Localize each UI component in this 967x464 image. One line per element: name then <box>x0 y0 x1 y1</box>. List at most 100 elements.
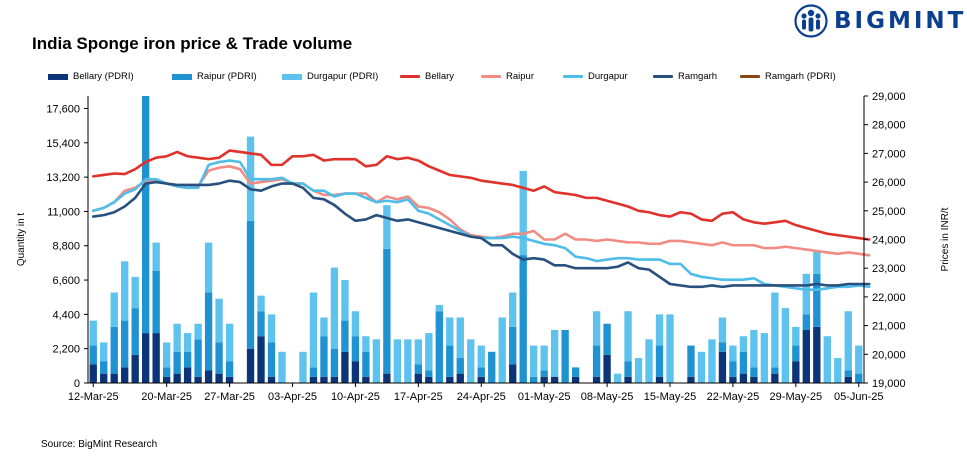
legend-swatch-bellary-pdri <box>48 73 68 80</box>
bar-raipur-pdri-7 <box>162 367 171 377</box>
bar-bellary-pdri-0 <box>89 364 97 383</box>
bar-bellary-pdri-10 <box>194 376 202 383</box>
bar-durgapur-pdri-10 <box>194 323 202 340</box>
bar-durgapur-pdri-13 <box>225 323 234 362</box>
x-tick-label: 08-May-25 <box>581 391 634 403</box>
legend-swatch-raipur-pdri <box>172 73 192 80</box>
bar-durgapur-pdri-66 <box>781 308 790 383</box>
legend-item-raipur: Raipur <box>481 71 534 82</box>
bar-durgapur-pdri-50 <box>613 373 622 383</box>
bar-raipur-pdri-37 <box>477 367 485 377</box>
bar-raipur-pdri-8 <box>173 351 181 374</box>
bar-bellary-pdri-32 <box>425 376 433 383</box>
bar-durgapur-pdri-64 <box>760 333 769 383</box>
y-right-tick-label: 25,000 <box>872 206 906 218</box>
bar-bellary-pdri-8 <box>173 373 181 383</box>
bar-bellary-pdri-16 <box>257 336 265 383</box>
y-right-tick-label: 23,000 <box>872 263 906 275</box>
legend-swatch-ramgarh-pdri <box>740 75 760 78</box>
legend-item-ramgarh-pdri: Ramgarh (PDRI) <box>740 71 836 82</box>
brand-logo: BIGMINT <box>794 4 966 38</box>
bar-raipur-pdri-43 <box>540 370 548 377</box>
legend-item-bellary-pdri: Bellary (PDRI) <box>48 71 134 82</box>
bar-raipur-pdri-60 <box>718 342 727 352</box>
bar-bellary-pdri-22 <box>320 376 328 383</box>
bar-durgapur-pdri-0 <box>89 320 97 346</box>
bar-raipur-pdri-57 <box>687 345 695 377</box>
legend-label-bellary-pdri: Bellary (PDRI) <box>73 71 134 82</box>
y-right-tick-label: 24,000 <box>872 235 906 247</box>
bar-bellary-pdri-44 <box>550 376 559 383</box>
bar-durgapur-pdri-1 <box>100 342 108 362</box>
bar-raipur-pdri-28 <box>383 248 391 374</box>
bar-raipur-pdri-12 <box>215 342 223 374</box>
x-tick-label: 01-May-25 <box>518 391 571 403</box>
bar-durgapur-pdri-4 <box>131 276 139 309</box>
bar-durgapur-pdri-73 <box>855 345 863 374</box>
bar-durgapur-pdri-58 <box>697 351 706 383</box>
bar-bellary-pdri-63 <box>750 376 758 383</box>
bar-raipur-pdri-15 <box>246 220 255 349</box>
bar-durgapur-pdri-30 <box>404 339 412 383</box>
bar-bellary-pdri-61 <box>729 376 737 383</box>
legend-label-raipur-pdri: Raipur (PDRI) <box>197 71 257 82</box>
bar-durgapur-pdri-3 <box>121 261 129 321</box>
line-raipur <box>91 165 871 257</box>
bar-durgapur-pdri-54 <box>655 314 664 346</box>
bar-bellary-pdri-23 <box>330 376 339 383</box>
bar-bellary-pdri-62 <box>739 373 748 383</box>
bar-bellary-pdri-31 <box>414 373 422 383</box>
x-tick-label: 03-Apr-25 <box>268 391 317 403</box>
bar-raipur-pdri-48 <box>592 345 601 377</box>
bar-raipur-pdri-26 <box>362 351 370 377</box>
y-left-tick-label: 0 <box>74 378 80 390</box>
bar-bellary-pdri-67 <box>792 361 800 383</box>
line-bellary <box>91 149 871 241</box>
bar-durgapur-pdri-37 <box>477 345 485 368</box>
x-tick-label: 24-Apr-25 <box>457 391 506 403</box>
bar-bellary-pdri-34 <box>446 376 454 383</box>
bar-raipur-pdri-22 <box>320 336 328 377</box>
bar-durgapur-pdri-43 <box>540 345 548 371</box>
bar-durgapur-pdri-21 <box>309 292 318 368</box>
bar-durgapur-pdri-59 <box>708 339 716 383</box>
bar-durgapur-pdri-55 <box>666 314 674 383</box>
x-tick-label: 10-Apr-25 <box>331 391 380 403</box>
bar-bellary-pdri-11 <box>204 370 213 383</box>
bar-durgapur-pdri-42 <box>530 345 538 377</box>
legend-item-raipur-pdri: Raipur (PDRI) <box>172 71 257 82</box>
legend-swatch-bellary <box>400 75 420 78</box>
bar-durgapur-pdri-6 <box>152 242 160 271</box>
y-left-tick-label: 17,600 <box>46 103 80 115</box>
legend-label-raipur: Raipur <box>506 71 534 82</box>
bar-bellary-pdri-21 <box>309 376 318 383</box>
bar-raipur-pdri-25 <box>351 336 360 362</box>
bar-durgapur-pdri-2 <box>110 292 118 327</box>
line-ramgarh <box>91 179 871 289</box>
bar-raipur-pdri-10 <box>194 339 202 377</box>
bar-bellary-pdri-1 <box>100 373 108 383</box>
y-left-tick-label: 15,400 <box>46 138 80 150</box>
bar-durgapur-pdri-28 <box>383 205 391 249</box>
legend-label-ramgarh: Ramgarh <box>678 71 718 82</box>
bar-durgapur-pdri-62 <box>739 336 748 352</box>
bar-bellary-pdri-12 <box>215 373 223 383</box>
bar-durgapur-pdri-31 <box>414 339 422 365</box>
bar-raipur-pdri-33 <box>435 311 443 383</box>
bar-durgapur-pdri-52 <box>634 358 643 383</box>
bar-bellary-pdri-15 <box>246 348 255 383</box>
bar-bellary-pdri-69 <box>813 326 821 383</box>
chart-legend: Bellary (PDRI) Raipur (PDRI) Durgapur (P… <box>48 71 955 85</box>
bar-bellary-pdri-5 <box>142 333 150 383</box>
bar-durgapur-pdri-39 <box>498 317 506 383</box>
bar-raipur-pdri-54 <box>655 345 664 377</box>
bar-raipur-pdri-2 <box>110 326 118 374</box>
bar-durgapur-pdri-24 <box>341 280 349 321</box>
legend-item-durgapur-pdri: Durgapur (PDRI) <box>282 71 378 82</box>
y-left-tick-label: 6,600 <box>52 275 80 287</box>
bar-bellary-pdri-35 <box>456 373 464 383</box>
bar-bellary-pdri-2 <box>110 373 118 383</box>
bar-durgapur-pdri-27 <box>372 339 381 383</box>
bar-bellary-pdri-72 <box>844 376 852 383</box>
brand-name: BIGMINT <box>834 8 967 34</box>
